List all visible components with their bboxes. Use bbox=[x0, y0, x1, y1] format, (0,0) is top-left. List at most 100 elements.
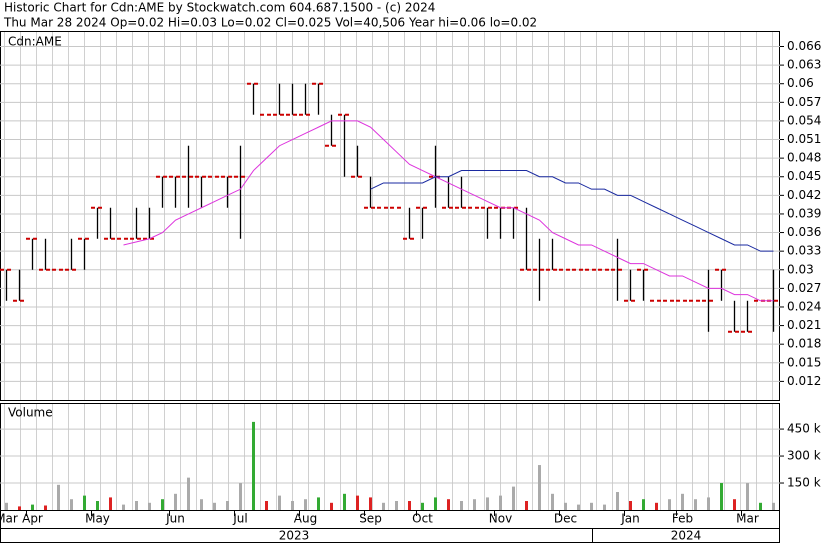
x-tick-label: Mar bbox=[736, 512, 759, 526]
volume-bar bbox=[44, 505, 47, 510]
volume-bar bbox=[681, 493, 684, 510]
volume-bar bbox=[252, 421, 255, 510]
volume-bar bbox=[291, 501, 294, 510]
volume-bar bbox=[330, 502, 333, 510]
x-tick-label: Jun bbox=[165, 512, 185, 526]
volume-bar bbox=[629, 501, 632, 510]
y-tick-label: 0.063 bbox=[787, 58, 821, 72]
volume-bar bbox=[239, 483, 242, 510]
volume-bar bbox=[174, 493, 177, 510]
volume-bar bbox=[304, 499, 307, 510]
volume-bar bbox=[577, 504, 580, 510]
y-tick-label: 0.018 bbox=[787, 337, 821, 351]
volume-bar bbox=[512, 486, 515, 510]
y-tick-label: 0.045 bbox=[787, 169, 821, 183]
volume-bar bbox=[135, 501, 138, 510]
volume-bar bbox=[434, 497, 437, 510]
y-tick-label: 0.024 bbox=[787, 299, 821, 313]
volume-bar bbox=[83, 495, 86, 510]
x-tick-label: Feb bbox=[672, 512, 693, 526]
x-tick-label: May bbox=[85, 512, 110, 526]
volume-bar bbox=[486, 497, 489, 510]
y-tick-label: 0.048 bbox=[787, 151, 821, 165]
year-label: 2024 bbox=[671, 529, 702, 543]
x-tick-label: Mar bbox=[0, 512, 18, 526]
y-tick-label: 0.015 bbox=[787, 355, 821, 369]
volume-bar bbox=[707, 497, 710, 510]
volume-bar bbox=[447, 499, 450, 510]
volume-bar bbox=[538, 465, 541, 510]
x-tick-label: Sep bbox=[359, 512, 382, 526]
y-tick-label: 0.06 bbox=[787, 76, 814, 90]
y-tick-label: 0.051 bbox=[787, 132, 821, 146]
volume-bar bbox=[408, 501, 411, 510]
volume-bar bbox=[460, 501, 463, 510]
y-tick-label: 0.036 bbox=[787, 225, 821, 239]
volume-bar bbox=[356, 495, 359, 510]
y-tick-label: 300 k bbox=[787, 449, 821, 463]
volume-bar bbox=[473, 499, 476, 510]
volume-bar bbox=[213, 502, 216, 510]
y-tick-label: 0.039 bbox=[787, 206, 821, 220]
volume-bar bbox=[733, 499, 736, 510]
y-tick-label: 0.057 bbox=[787, 95, 821, 109]
x-tick-label: Aug bbox=[294, 512, 317, 526]
moving-average bbox=[123, 120, 774, 302]
y-tick-label: 150 k bbox=[787, 476, 821, 490]
volume-bar bbox=[200, 499, 203, 510]
volume-bar bbox=[109, 497, 112, 510]
symbol-label: Cdn:AME bbox=[8, 35, 62, 49]
x-tick-label: Dec bbox=[554, 512, 577, 526]
price-frame bbox=[0, 31, 780, 401]
y-tick-label: 0.027 bbox=[787, 281, 821, 295]
volume-bar bbox=[655, 502, 658, 510]
volume-bar bbox=[96, 501, 99, 510]
moving-average bbox=[370, 170, 774, 252]
volume-bar bbox=[642, 499, 645, 510]
volume-bar bbox=[746, 483, 749, 510]
y-tick-label: 0.03 bbox=[787, 262, 814, 276]
volume-bar bbox=[720, 483, 723, 510]
volume-bar bbox=[551, 493, 554, 510]
y-tick-label: 0.054 bbox=[787, 113, 821, 127]
volume-bar bbox=[161, 499, 164, 510]
volume-bar bbox=[603, 504, 606, 510]
price-panel bbox=[0, 31, 780, 400]
x-tick-label: Jul bbox=[232, 512, 247, 526]
volume-bar bbox=[265, 501, 268, 510]
volume-bar bbox=[226, 501, 229, 510]
volume-bar bbox=[395, 501, 398, 510]
year-label: 2023 bbox=[279, 529, 310, 543]
chart-subtitle: Thu Mar 28 2024 Op=0.02 Hi=0.03 Lo=0.02 … bbox=[3, 16, 537, 30]
y-tick-label: 0.021 bbox=[787, 318, 821, 332]
y-tick-label: 0.066 bbox=[787, 39, 821, 53]
volume-bar bbox=[122, 504, 125, 510]
volume-bar bbox=[694, 499, 697, 510]
volume-bar bbox=[18, 506, 21, 510]
y-tick-label: 0.033 bbox=[787, 244, 821, 258]
y-tick-label: 0.012 bbox=[787, 374, 821, 388]
volume-bar bbox=[5, 502, 8, 510]
volume-bar bbox=[382, 502, 385, 510]
volume-bar bbox=[616, 492, 619, 510]
volume-bar bbox=[31, 504, 34, 510]
axis-frame bbox=[0, 510, 780, 543]
volume-bar bbox=[525, 501, 528, 510]
volume-bar bbox=[772, 502, 775, 510]
chart-title: Historic Chart for Cdn:AME by Stockwatch… bbox=[4, 1, 435, 15]
volume-bar bbox=[317, 497, 320, 510]
x-tick-label: Nov bbox=[489, 512, 512, 526]
volume-bar bbox=[278, 495, 281, 510]
volume-bar bbox=[759, 502, 762, 510]
volume-bar bbox=[57, 484, 60, 510]
volume-bar bbox=[499, 495, 502, 510]
x-tick-label: Oct bbox=[412, 512, 433, 526]
volume-bar bbox=[421, 502, 424, 510]
volume-bar bbox=[70, 499, 73, 510]
volume-bar bbox=[369, 497, 372, 510]
volume-bar bbox=[590, 502, 593, 510]
volume-bar bbox=[343, 493, 346, 510]
x-tick-label: Apr bbox=[22, 512, 43, 526]
volume-title: Volume bbox=[8, 406, 53, 420]
